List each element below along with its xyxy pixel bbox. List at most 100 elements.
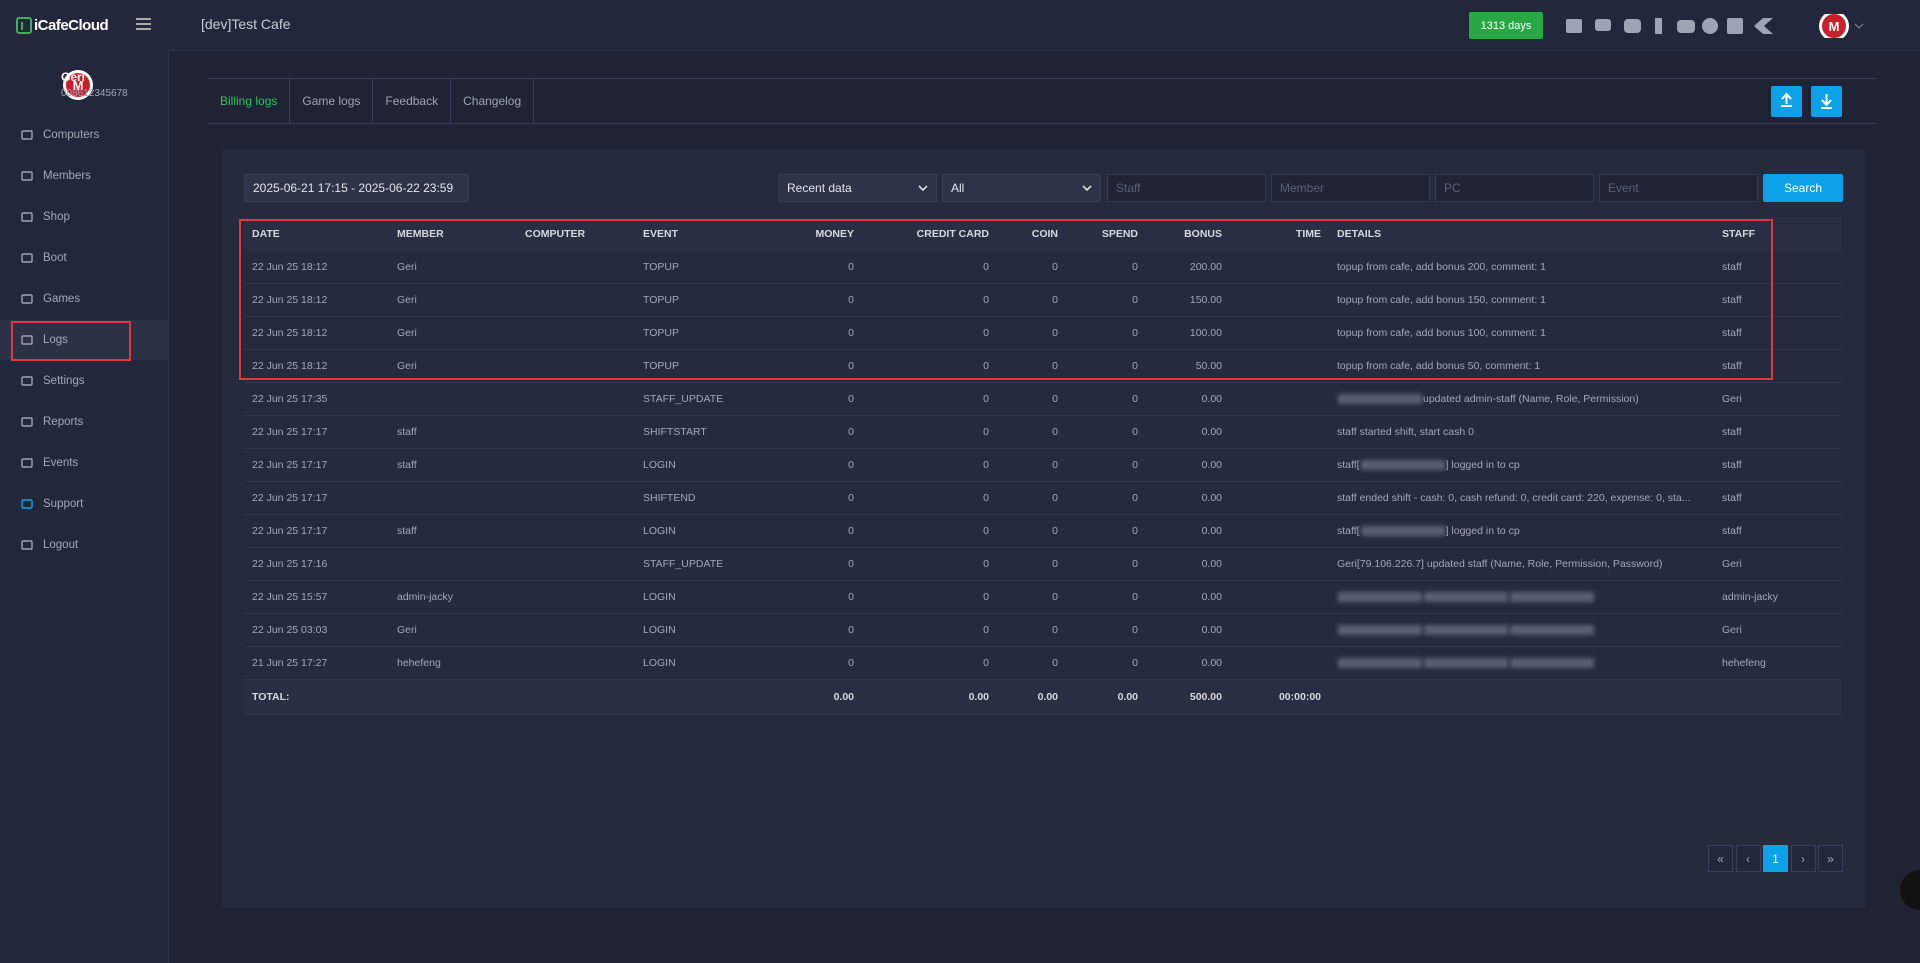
column-header: TIME [1230,217,1329,251]
cell: 0 [862,251,997,284]
page-button[interactable]: › [1790,845,1816,872]
details-cell: Geri[79.106.226.7] updated staff (Name, … [1329,547,1714,581]
cell [517,382,635,416]
menu-item[interactable]: Logs [0,320,168,360]
cell: 0 [997,481,1066,515]
cell [1230,448,1329,482]
cell: 22 Jun 25 17:17 [244,448,389,482]
menu-item[interactable]: Events [0,443,168,483]
page-button[interactable]: » [1818,845,1843,872]
cell [517,481,635,515]
cell [517,316,635,350]
cell: 0 [997,349,1066,383]
cell: 50.00 [1146,349,1230,383]
cell: 0 [997,316,1066,350]
user-avatar: M [63,70,93,100]
cell: 22 Jun 25 17:16 [244,547,389,581]
cafe-title: [dev]Test Cafe [201,16,291,32]
staff-cell: staff [1714,481,1842,515]
cell: 0 [997,580,1066,614]
search-button[interactable]: Search [1763,174,1843,202]
cell: 0 [862,646,997,680]
cell: 0 [760,349,862,383]
page-button[interactable]: 1 [1763,845,1788,872]
filter-input[interactable]: Member [1271,174,1430,202]
cell: 0.00 [1146,448,1230,482]
total-value: 00:00:00 [1230,679,1329,715]
menu-icon [21,417,33,427]
cell: 0 [760,646,862,680]
cell [517,580,635,614]
blurred-text [1338,625,1422,636]
total-value: 0.00 [1066,679,1146,715]
menu-label: Computers [43,129,100,141]
column-header: DETAILS [1329,217,1714,251]
menu-label: Boot [43,252,67,264]
menu-item[interactable]: Computers [0,115,168,155]
menu-item[interactable]: Logout [0,525,168,565]
menu-icon [21,376,33,386]
cell [1230,514,1329,548]
filter-input[interactable]: PC [1435,174,1594,202]
cell: 0 [760,547,862,581]
details-text: Geri[79.106.226.7] updated staff (Name, … [1337,558,1663,570]
table-row: 22 Jun 25 17:16 STAFF_UPDATE 0 0 0 0 0.00 Geri[… [244,547,1842,581]
cell: 0 [760,514,862,548]
cell: 0 [997,646,1066,680]
cell: Geri [389,283,517,317]
blurred-text [1338,394,1422,405]
cell [517,349,635,383]
staff-cell: staff [1714,349,1842,383]
cell: staff [389,415,517,449]
filter-input[interactable]: Staff [1107,174,1266,202]
page-button[interactable]: « [1708,845,1733,872]
days-badge[interactable]: 1313 days [1469,12,1543,39]
filter-input[interactable]: Event [1599,174,1758,202]
cell [1230,382,1329,416]
details-text: topup from cafe, add bonus 200, comment:… [1337,261,1546,273]
tab[interactable]: Changelog [451,79,535,123]
cell [517,613,635,647]
side-toggle[interactable] [1900,870,1920,910]
menu-item[interactable]: Members [0,156,168,196]
staff-cell: Geri [1714,382,1842,416]
table-row: 22 Jun 25 18:12 Geri TOPUP 0 0 0 0 200.00 topup … [244,251,1842,284]
blurred-text [1424,592,1508,603]
event-type-select[interactable]: All [942,174,1101,202]
cell [1230,646,1329,680]
cell: 0 [862,382,997,416]
user-id: 008612345678 [61,88,128,99]
menu-item[interactable]: Support [0,484,168,524]
details-cell: topup from cafe, add bonus 200, comment:… [1329,251,1714,284]
tab[interactable]: Billing logs [208,79,291,123]
staff-cell: staff [1714,448,1842,482]
cell [517,646,635,680]
page-button[interactable]: ‹ [1735,845,1761,872]
cell: LOGIN [635,448,760,482]
blurred-text [1338,658,1422,669]
period-select[interactable]: Recent data [778,174,937,202]
menu-item[interactable]: Boot [0,238,168,278]
cell: Geri [389,251,517,284]
blurred-text [1510,592,1594,603]
menu-item[interactable]: Shop [0,197,168,237]
highlight-box [11,321,131,361]
menu-label: Games [43,293,81,305]
cell: 0 [862,613,997,647]
cell [517,415,635,449]
menu-item[interactable]: Settings [0,361,168,401]
logo-icon [16,17,32,34]
cell: 0 [862,415,997,449]
staff-cell: Geri [1714,547,1842,581]
menu-item[interactable]: Games [0,279,168,319]
staff-cell: staff [1714,514,1842,548]
menu-item[interactable]: Reports [0,402,168,442]
upload-download[interactable] [1771,86,1843,117]
cell: 150.00 [1146,283,1230,317]
details-text: topup from cafe, add bonus 50, comment: … [1337,360,1541,372]
tab[interactable]: Game logs [290,79,374,123]
menu-toggle[interactable] [136,18,152,31]
date-range[interactable]: 2025-06-21 17:15 - 2025-06-22 23:59 [244,174,469,202]
tab[interactable]: Feedback [373,79,452,123]
cell: 22 Jun 25 18:12 [244,316,389,350]
